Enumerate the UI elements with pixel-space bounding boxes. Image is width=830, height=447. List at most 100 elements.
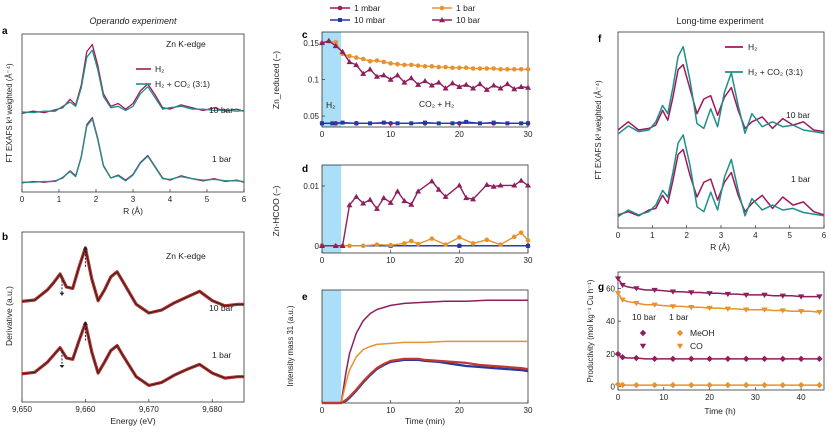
- panel-d-marker: [435, 186, 442, 192]
- panel-b-data-line: [21, 321, 244, 387]
- panel-c-marker: [436, 64, 442, 70]
- panel-g-marker: [614, 381, 622, 388]
- panel-e-ylabel: Intensity mass 31 (a.u.): [286, 305, 295, 386]
- panel-g-marker: [669, 304, 677, 310]
- panel-c-marker: [340, 120, 345, 125]
- legend-top-marker: [337, 5, 343, 11]
- panel-g-xtick-label: 20: [705, 393, 714, 402]
- panel-e-series-line: [322, 357, 529, 405]
- panel-d-marker: [415, 188, 422, 194]
- panel-g-marker: [761, 381, 768, 389]
- panel-f-series-line: [617, 148, 825, 217]
- panel-c-marker: [511, 66, 517, 72]
- panel-c-marker: [325, 37, 332, 43]
- panel-b-fit-line: [21, 247, 244, 314]
- panel-d-ytick-label: 0: [315, 242, 320, 251]
- panel-g-marker: [816, 294, 823, 300]
- panel-g-ytick-label: 0: [611, 383, 616, 392]
- panel-g-axes: [617, 271, 825, 391]
- panel-g-marker: [669, 289, 677, 295]
- panel-g-marker: [633, 300, 640, 307]
- panel-c-marker: [518, 66, 524, 72]
- panel-d-marker: [339, 242, 346, 249]
- panel-d-ylabel: Zn-HCOO (–): [271, 185, 281, 236]
- panel-c-marker: [380, 72, 387, 78]
- panel-g-xtick-label: 30: [751, 393, 760, 402]
- panel-f-ylabel: FT EXAFS k³ weighted (Å⁻⁴): [594, 80, 603, 180]
- panel-c-marker: [470, 85, 477, 91]
- panel-e-xtick-label: 30: [524, 406, 533, 415]
- panel-g-marker: [761, 355, 768, 363]
- panel-g-marker: [742, 292, 750, 298]
- panel-d-axes: [321, 164, 529, 254]
- panel-c-marker: [373, 73, 380, 79]
- panel-d-marker: [429, 236, 435, 241]
- panel-e-letter: e: [302, 292, 308, 303]
- panel-g-legend-header: 10 bar: [632, 312, 656, 322]
- panel-a-series-line: [21, 49, 245, 114]
- panel-c-marker: [415, 63, 421, 68]
- panel-a-xtick-label: 2: [94, 195, 99, 204]
- panel-a-title: Operando experiment: [89, 16, 177, 26]
- panel-g-marker: [651, 381, 658, 389]
- panel-c-marker: [498, 66, 503, 72]
- panel-f-series-line: [617, 45, 825, 135]
- panel-c-marker: [339, 48, 346, 54]
- panel-d-marker: [374, 242, 380, 247]
- panel-c-marker: [408, 75, 415, 81]
- panel-f-10bar-label: 10 bar: [786, 110, 810, 120]
- panel-g-marker: [779, 308, 786, 314]
- panel-b-10bar-label: 10 bar: [209, 303, 233, 313]
- panel-g-marker: [619, 381, 626, 389]
- panel-g-marker: [669, 355, 677, 363]
- panel-e-xtick-label: 20: [455, 406, 464, 415]
- panel-d-marker: [497, 182, 504, 188]
- panel-g-marker: [614, 291, 622, 297]
- panel-d-marker: [332, 242, 339, 249]
- panel-d-marker: [457, 243, 462, 248]
- panel-e-h2-pulse-band: [322, 290, 342, 403]
- panel-c-marker: [477, 66, 483, 71]
- panel-d-marker: [518, 230, 524, 235]
- panel-g-marker: [706, 291, 713, 297]
- panel-d-marker: [415, 241, 421, 247]
- panel-a-series-line: [21, 43, 245, 115]
- panel-b-letter: b: [2, 232, 8, 243]
- panel-g-legend-marker: [639, 343, 647, 349]
- panel-c-marker: [360, 56, 366, 62]
- panel-a-xtick-label: 5: [205, 195, 210, 204]
- panel-d-marker: [373, 205, 380, 211]
- panel-c-marker: [367, 58, 373, 64]
- panel-d-series-line: [322, 179, 529, 247]
- panel-c-marker: [381, 120, 386, 125]
- panel-g-marker: [779, 381, 786, 389]
- panel-f-series-line: [617, 134, 825, 218]
- panel-c-marker: [401, 79, 408, 85]
- panel-b-edge-label: Zn K-edge: [166, 251, 206, 261]
- panel-c-marker: [422, 77, 428, 84]
- panel-d-marker: [428, 178, 435, 184]
- panel-g-marker: [797, 309, 805, 315]
- panel-c-marker: [505, 121, 510, 126]
- panel-b-xtick-label: 9,670: [139, 405, 160, 414]
- panel-c-marker: [470, 66, 476, 71]
- panel-c-marker: [490, 82, 497, 88]
- panel-e: e 0 10 20 30 Time (min) Intensity mass 31 (a.u…: [286, 289, 533, 426]
- panel-c-marker: [518, 83, 525, 90]
- panel-c-h2-label: H₂: [326, 100, 335, 110]
- panel-g-marker: [706, 305, 713, 312]
- panel-c-marker: [442, 85, 449, 91]
- panel-c-xtick-label: 10: [386, 130, 395, 139]
- panel-e-series-line: [322, 340, 528, 404]
- panel-a-xtick-label: 4: [168, 195, 173, 204]
- panel-d-marker: [347, 243, 352, 249]
- panel-g-marker: [706, 355, 713, 363]
- panel-c-xtick-label: 30: [524, 130, 533, 139]
- panel-e-xtick-label: 0: [320, 406, 325, 415]
- panel-g-marker: [633, 381, 640, 389]
- panel-c-h2-pulse-band: [322, 32, 342, 127]
- panel-g-marker: [724, 355, 732, 363]
- panel-g-marker: [633, 354, 640, 362]
- panel-d-marker: [346, 202, 353, 208]
- panel-g-marker: [816, 355, 823, 363]
